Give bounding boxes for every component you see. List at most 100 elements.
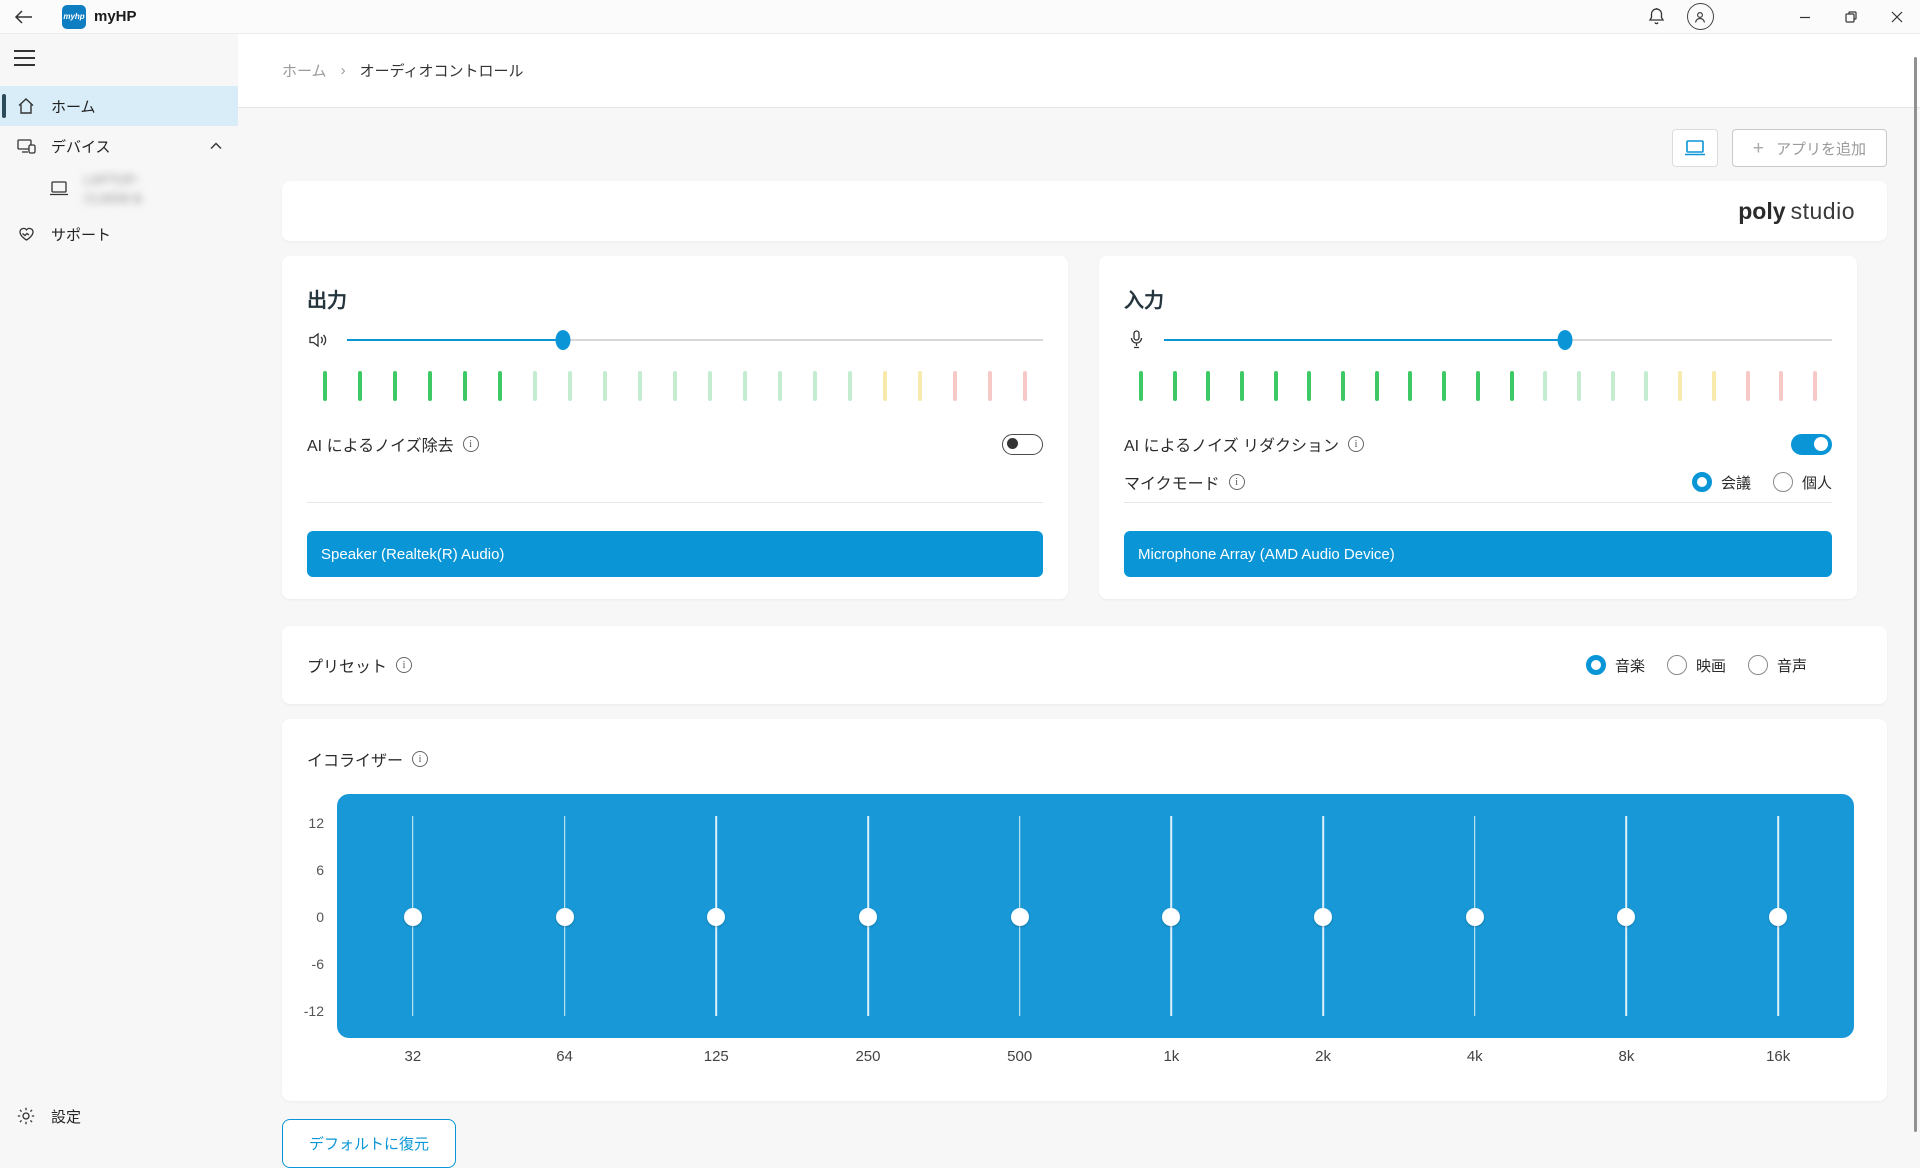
eq-frequency-label: 2k [1247,1048,1399,1065]
radio-option[interactable]: 個人 [1773,472,1832,493]
meter-bar [1510,371,1514,401]
support-icon [15,223,37,245]
eq-band-slider[interactable] [1702,794,1854,1038]
eq-band-thumb[interactable] [707,908,725,926]
preset-card: プリセット i 音楽 映画 音声 [282,626,1887,704]
radio-option[interactable]: 会議 [1692,472,1751,493]
eq-band-thumb[interactable] [1617,908,1635,926]
eq-band-thumb[interactable] [859,908,877,926]
home-icon [15,95,37,117]
eq-band-thumb[interactable] [1314,908,1332,926]
radio-label: 会議 [1721,472,1751,493]
preset-radio-group: 音楽 映画 音声 [1586,655,1807,676]
input-noise-label: AI によるノイズ リダクション [1124,432,1339,456]
user-avatar-icon [1687,3,1714,30]
eq-gain-tick-label: -6 [284,956,324,972]
radio-circle-icon [1586,655,1606,675]
radio-option[interactable]: 映画 [1667,655,1726,676]
input-noise-toggle[interactable] [1791,434,1832,455]
minimize-button[interactable] [1782,0,1828,34]
info-icon[interactable]: i [1348,436,1364,452]
radio-option[interactable]: 音楽 [1586,655,1645,676]
page-content: + アプリを追加 poly studio 出力 [238,108,1920,1168]
divider [307,502,1043,503]
mic-mode-radio-group: 会議 個人 [1692,472,1832,493]
chevron-up-icon[interactable] [210,142,222,150]
input-volume-slider[interactable] [1164,325,1832,355]
menu-toggle-button[interactable] [14,48,38,68]
sidebar-item-home[interactable]: ホーム [0,86,238,126]
breadcrumb-home-link[interactable]: ホーム [282,60,327,81]
output-noise-label: AI によるノイズ除去 [307,432,454,456]
meter-bar [778,371,782,401]
eq-frequency-label: 4k [1399,1048,1551,1065]
eq-band-slider[interactable] [337,794,489,1038]
sidebar-item-label: デバイス [51,136,111,157]
studio-wordmark: studio [1791,198,1855,224]
account-button[interactable] [1678,0,1722,34]
eq-band-slider[interactable] [944,794,1096,1038]
input-device-button[interactable]: Microphone Array (AMD Audio Device) [1124,531,1832,577]
sidebar-item-settings[interactable]: 設定 [0,1096,238,1136]
eq-band-slider[interactable] [1399,794,1551,1038]
eq-band-thumb[interactable] [1011,908,1029,926]
meter-bar [953,371,957,401]
meter-bar [1476,371,1480,401]
sidebar-item-support[interactable]: サポート [0,214,238,254]
back-button[interactable] [0,0,46,34]
output-noise-toggle[interactable] [1002,434,1043,455]
close-button[interactable] [1874,0,1920,34]
meter-bar [1139,371,1143,401]
chevron-right-icon: › [341,62,346,79]
output-volume-slider[interactable] [347,325,1043,355]
sidebar: ホーム デバイス LAPTOP-CL9058 B サポート 設定 [0,34,238,1140]
output-card-title: 出力 [307,284,1043,313]
eq-band-thumb[interactable] [1162,908,1180,926]
eq-band-slider[interactable] [1551,794,1703,1038]
info-icon[interactable]: i [412,751,428,767]
meter-bar [1341,371,1345,401]
sidebar-item-device[interactable]: LAPTOP-CL9058 B [0,166,238,214]
notifications-button[interactable] [1634,0,1678,34]
eq-band-slider[interactable] [1096,794,1248,1038]
breadcrumb-current: オーディオコントロール [360,60,524,81]
radio-option[interactable]: 音声 [1748,655,1807,676]
eq-band-thumb[interactable] [1769,908,1787,926]
eq-band-slider[interactable] [792,794,944,1038]
add-app-button[interactable]: + アプリを追加 [1732,129,1887,167]
eq-band-slider[interactable] [1247,794,1399,1038]
eq-band-thumb[interactable] [404,908,422,926]
eq-frequency-label: 500 [944,1048,1096,1065]
sidebar-item-label: サポート [51,224,111,245]
poly-studio-logo: poly studio [1738,198,1855,225]
preset-label: プリセット [307,653,387,677]
meter-bar [1307,371,1311,401]
eq-frequency-label: 16k [1702,1048,1854,1065]
device-view-button[interactable] [1672,129,1718,167]
info-icon[interactable]: i [463,436,479,452]
radio-circle-icon [1692,472,1712,492]
slider-fill [1164,339,1565,341]
restore-defaults-button[interactable]: デフォルトに復元 [282,1119,456,1168]
eq-band-slider[interactable] [640,794,792,1038]
meter-bar [848,371,852,401]
titlebar: myhp myHP [0,0,1920,34]
slider-thumb[interactable] [1557,330,1572,350]
divider [1124,502,1832,503]
sidebar-item-label: 設定 [51,1106,81,1127]
output-device-button[interactable]: Speaker (Realtek(R) Audio) [307,531,1043,577]
eq-band-thumb[interactable] [1466,908,1484,926]
eq-band-slider[interactable] [489,794,641,1038]
header-actions: + アプリを追加 [282,129,1887,167]
sidebar-item-devices[interactable]: デバイス [0,126,238,166]
scrollbar-thumb[interactable] [1914,57,1918,1132]
restore-button[interactable] [1828,0,1874,34]
info-icon[interactable]: i [1229,474,1245,490]
meter-bar [1779,371,1783,401]
meter-bar [1023,371,1027,401]
eq-band-thumb[interactable] [556,908,574,926]
info-icon[interactable]: i [396,657,412,673]
toggle-knob [1814,437,1828,451]
eq-frequency-label: 250 [792,1048,944,1065]
slider-thumb[interactable] [555,330,570,350]
